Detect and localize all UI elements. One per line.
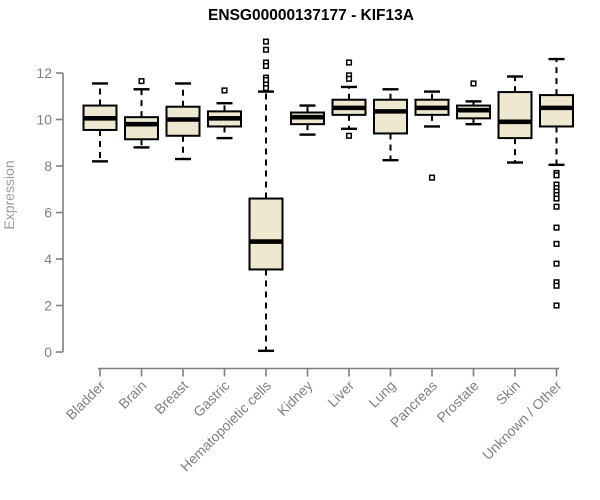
iqr-box bbox=[124, 116, 159, 141]
y-axis: 0 2 4 6 8 10 12 bbox=[36, 65, 64, 360]
y-axis-label: Expression bbox=[1, 160, 17, 229]
y-tick-label-8: 8 bbox=[44, 158, 52, 174]
box-kidney bbox=[290, 104, 325, 136]
y-tick-label-10: 10 bbox=[36, 112, 52, 128]
box-hematopoietic-cells bbox=[248, 38, 284, 353]
y-tick-label-0: 0 bbox=[44, 344, 52, 360]
box-prostate bbox=[456, 80, 491, 126]
chart-title: ENSG00000137177 - KIF13A bbox=[208, 7, 414, 24]
y-tick-label-4: 4 bbox=[44, 251, 52, 267]
outlier-point bbox=[262, 62, 270, 70]
outlier-point bbox=[345, 59, 353, 66]
x-tick-label-unknown-other: Unknown / Other bbox=[479, 377, 565, 463]
x-tick-label-brain: Brain bbox=[115, 377, 149, 411]
x-tick-label-prostate: Prostate bbox=[433, 377, 481, 425]
outlier-point bbox=[262, 85, 270, 92]
iqr-box bbox=[539, 94, 574, 128]
outlier-point bbox=[345, 132, 353, 139]
outlier-point bbox=[553, 282, 560, 289]
iqr-box bbox=[373, 98, 408, 135]
box-pancreas bbox=[414, 90, 450, 181]
outlier-point bbox=[553, 203, 560, 210]
y-tick-label-12: 12 bbox=[36, 65, 52, 81]
x-tick-label-skin: Skin bbox=[493, 377, 524, 408]
outlier-point bbox=[553, 224, 560, 231]
x-tick-label-lung: Lung bbox=[365, 377, 398, 410]
x-tick-label-liver: Liver bbox=[324, 377, 357, 410]
outlier-point bbox=[553, 195, 560, 202]
outlier-point bbox=[221, 87, 228, 94]
box-gastric bbox=[207, 87, 242, 140]
outlier-point bbox=[428, 174, 436, 181]
iqr-box bbox=[497, 91, 533, 140]
outlier-point bbox=[262, 38, 270, 45]
outlier-point bbox=[553, 260, 560, 267]
box-unknown-other bbox=[539, 57, 574, 309]
box-lung bbox=[373, 88, 408, 162]
outlier-point bbox=[138, 78, 145, 85]
box-brain bbox=[124, 78, 159, 149]
box-liver bbox=[331, 59, 367, 139]
boxplot-series bbox=[82, 38, 574, 353]
iqr-box bbox=[248, 197, 284, 271]
outlier-point bbox=[262, 46, 270, 53]
box-breast bbox=[165, 82, 201, 161]
x-tick-label-breast: Breast bbox=[151, 377, 191, 417]
y-tick-label-2: 2 bbox=[44, 298, 52, 314]
outlier-point bbox=[470, 80, 477, 87]
box-bladder bbox=[82, 82, 118, 163]
box-skin bbox=[497, 75, 533, 164]
outlier-point bbox=[345, 75, 353, 82]
outlier-point bbox=[553, 172, 560, 179]
y-tick-label-6: 6 bbox=[44, 205, 52, 221]
x-tick-label-kidney: Kidney bbox=[274, 377, 316, 419]
outlier-point bbox=[553, 302, 560, 309]
outlier-point bbox=[553, 240, 560, 247]
x-tick-label-bladder: Bladder bbox=[63, 377, 109, 423]
